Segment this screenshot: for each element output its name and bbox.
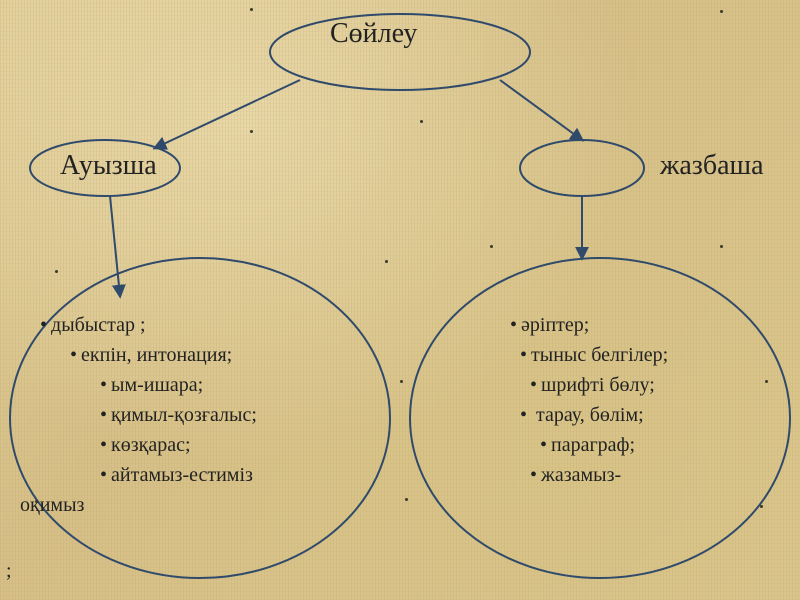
- right-list-item: шрифті бөлу;: [530, 370, 668, 400]
- left-list-item: көзқарас;: [100, 430, 257, 460]
- right-list-item: жазамыз-: [530, 460, 668, 490]
- left-child-label: Ауызша: [60, 150, 157, 182]
- right-list: әріптер;тыныс белгілер;шрифті бөлу; тара…: [500, 310, 668, 490]
- left-list-item: қимыл-қозғалыс;: [100, 400, 257, 430]
- left-list-item: айтамыз-естиміз: [100, 460, 257, 490]
- right-list-item: параграф;: [540, 430, 668, 460]
- left-list-item: екпін, интонация;: [70, 340, 257, 370]
- right-list-item: әріптер;: [510, 310, 668, 340]
- root-label: Сөйлеу: [330, 18, 417, 50]
- left-list-trailing: оқимыз: [20, 490, 257, 520]
- left-list: дыбыстар ;екпін, интонация;ым-ишара;қимы…: [40, 310, 257, 520]
- right-list-item: тарау, бөлім;: [520, 400, 668, 430]
- right-list-item: тыныс белгілер;: [520, 340, 668, 370]
- left-list-item: ым-ишара;: [100, 370, 257, 400]
- stray-semicolon: ;: [6, 560, 12, 583]
- right-child-label: жазбаша: [660, 150, 764, 182]
- left-list-item: дыбыстар ;: [40, 310, 257, 340]
